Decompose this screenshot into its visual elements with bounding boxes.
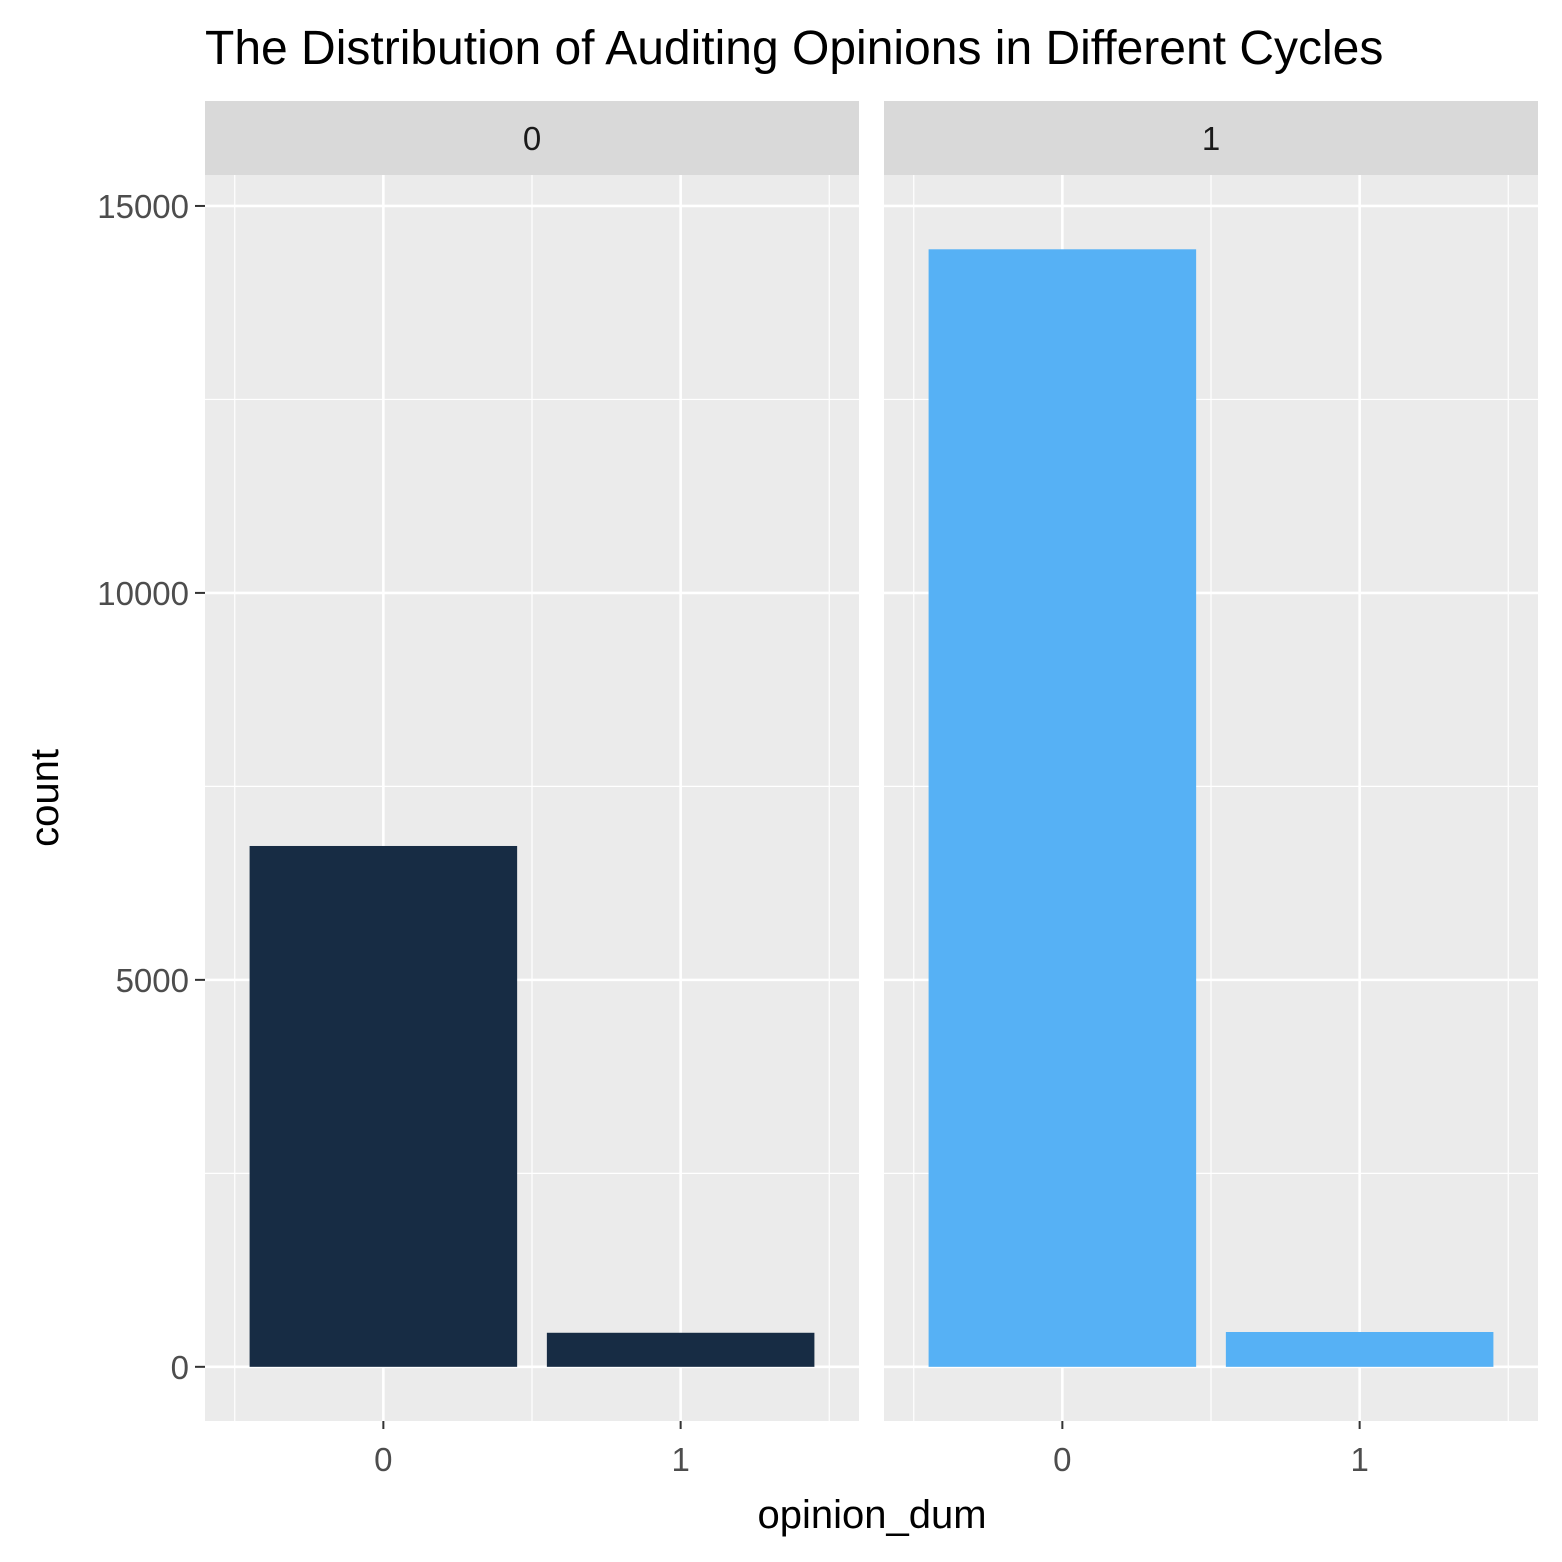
facet-strip	[205, 101, 859, 175]
y-tick-label: 15000	[97, 188, 189, 225]
y-axis-title: count	[23, 749, 67, 847]
bar	[546, 1332, 815, 1367]
facet-panels: 0 0 1 1 0 1	[205, 101, 1538, 1478]
bar	[928, 249, 1197, 1367]
x-tick-label: 0	[374, 1441, 392, 1478]
y-tick-label: 0	[171, 1349, 189, 1386]
bar	[1225, 1332, 1494, 1367]
facet-panel: 1 0 1	[884, 101, 1538, 1478]
y-tick-label: 10000	[97, 575, 189, 612]
facet-strip-label: 1	[1202, 120, 1220, 157]
x-tick-label: 0	[1053, 1441, 1071, 1478]
x-tick-label: 1	[671, 1441, 689, 1478]
y-tick-label: 5000	[116, 962, 189, 999]
x-tick-label: 1	[1350, 1441, 1368, 1478]
bar	[249, 845, 518, 1367]
facet-strip-label: 0	[523, 120, 541, 157]
facet-panel: 0 0 1	[205, 101, 859, 1478]
facet-strip	[884, 101, 1538, 175]
chart-title: The Distribution of Auditing Opinions in…	[205, 22, 1383, 75]
x-axis-title: opinion_dum	[757, 1493, 986, 1537]
y-axis: 0 5000 10000 15000	[97, 188, 205, 1386]
